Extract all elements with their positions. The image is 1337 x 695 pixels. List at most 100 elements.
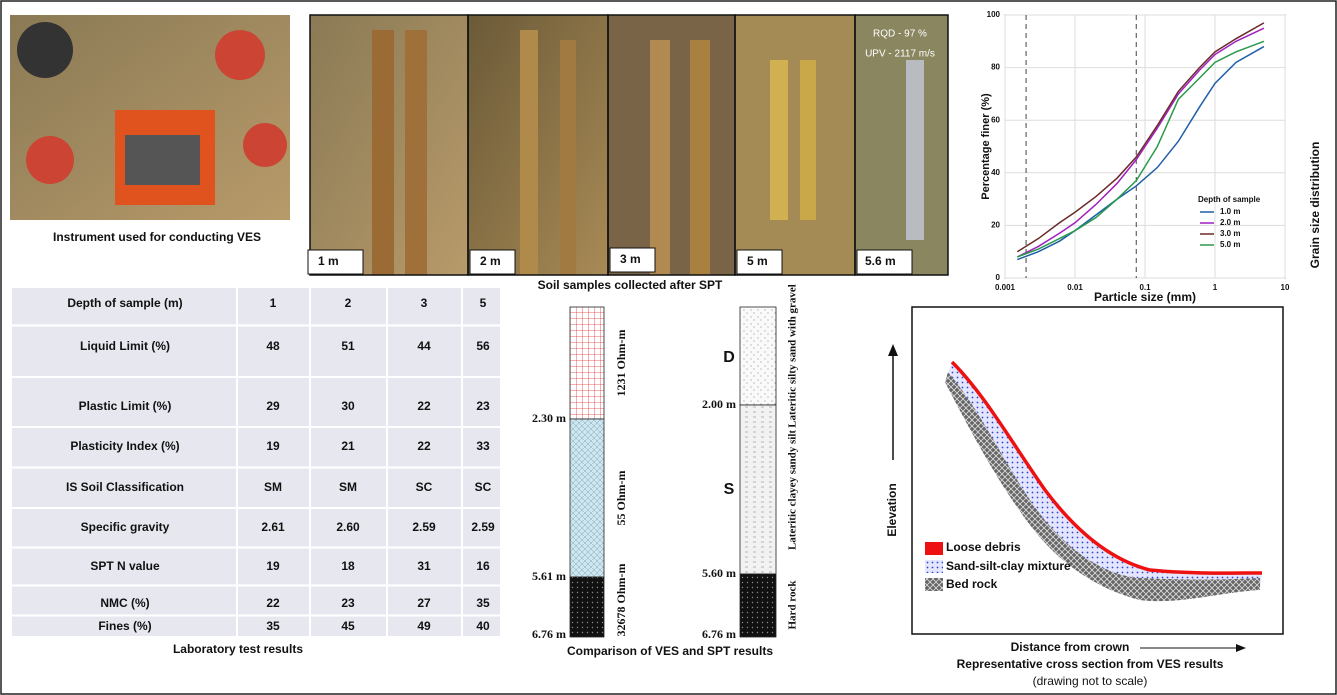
table-cell: 44 [417,339,431,353]
table-cell: SM [339,480,357,494]
table-cell: 5 [480,296,487,310]
table-caption: Laboratory test results [173,642,303,656]
depth-label: 3 m [620,252,641,266]
table-cell: 27 [417,596,431,610]
spt-description: Hard rock [787,580,799,630]
table-cell: SC [416,480,433,494]
ves-depth: 2.30 m [532,411,566,425]
legend-entry: 3.0 m [1220,229,1240,238]
instrument-photo [10,15,290,220]
y-tick-label: 0 [996,273,1001,282]
x-tick-label: 0.01 [1067,283,1083,292]
table-cell: 56 [476,339,490,353]
table-cell: 30 [341,399,355,413]
table-cell: 16 [476,559,490,573]
table-cell: 40 [476,619,490,633]
x-tick-label: 1 [1213,283,1218,292]
y-tick-label: 100 [987,10,1001,19]
x-tick-label: 10 [1281,283,1290,292]
table-cell: 23 [476,399,490,413]
table-cell: 33 [476,439,490,453]
table-cell: 2.59 [471,520,495,534]
ves-depth: 6.76 m [532,627,566,641]
spt-depth: 6.76 m [702,627,736,641]
y-axis-label: Elevation [885,483,899,536]
table-cell: Specific gravity [81,520,170,534]
ves-depth: 5.61 m [532,569,566,583]
spt-description: Lateritic clayey sandy silt [787,430,799,550]
table-cell: 2.61 [261,520,285,534]
depth-label: 1 m [318,254,339,268]
table-cell: IS Soil Classification [66,480,184,494]
y-tick-label: 20 [991,221,1000,230]
table-cell: 19 [266,559,280,573]
table-cell: SM [264,480,282,494]
legend-entry: 1.0 m [1220,207,1240,216]
table-cell: 23 [341,596,355,610]
ves-resistivity: 32678 Ohm-m [614,564,628,637]
legend-entry: 2.0 m [1220,218,1240,227]
table-cell: 22 [417,439,431,453]
depth-label: 2 m [480,254,501,268]
legend-entry: Sand-silt-clay mixture [946,559,1071,573]
table-cell: 21 [341,439,355,453]
photo-annotation: RQD - 97 % [873,29,927,40]
table-cell: 2.59 [412,520,436,534]
legend-title: Depth of sample [1198,195,1261,204]
soil-caption: Soil samples collected after SPT [538,278,723,292]
table-cell: 51 [341,339,355,353]
spt-letter: D [723,349,735,366]
table-cell: Fines (%) [98,619,151,633]
ves-spt-caption: Comparison of VES and SPT results [567,644,773,658]
depth-label: 5 m [747,254,768,268]
spt-depth: 2.00 m [702,397,736,411]
legend-entry: Loose debris [946,540,1021,554]
x-axis-label: Particle size (mm) [1094,290,1196,304]
spt-depth: 5.60 m [702,566,736,580]
spt-letter: S [724,481,735,498]
table-cell: SC [475,480,492,494]
cross-section-note: (drawing not to scale) [1033,674,1148,688]
y-tick-label: 80 [991,63,1000,72]
table-cell: NMC (%) [100,596,149,610]
legend-entry: Bed rock [946,577,998,591]
table-cell: SPT N value [90,559,160,573]
ves-resistivity: 1231 Ohm-m [614,330,628,397]
depth-label: 5.6 m [865,254,896,268]
table-cell: 45 [341,619,355,633]
spt-description: Lateritic silty sand with gravel [787,284,799,428]
legend-entry: 5.0 m [1220,240,1240,249]
instrument-caption: Instrument used for conducting VES [53,230,261,244]
table-cell: 31 [417,559,431,573]
x-tick-label: 0.001 [995,283,1016,292]
photo-annotation: UPV - 2117 m/s [865,49,935,60]
table-cell: Plastic Limit (%) [79,399,172,413]
table-cell: 35 [266,619,280,633]
table-cell: 35 [476,596,490,610]
table-cell: 22 [417,399,431,413]
table-cell: Depth of sample (m) [67,296,182,310]
table-cell: 18 [341,559,355,573]
x-axis-label: Distance from crown [1011,640,1130,654]
y-tick-label: 60 [991,115,1000,124]
cross-section-caption: Representative cross section from VES re… [957,657,1224,671]
table-cell: 2 [345,296,352,310]
table-cell: Plasticity Index (%) [70,439,179,453]
table-cell: Liquid Limit (%) [80,339,170,353]
table-cell: 22 [266,596,280,610]
ves-resistivity: 55 Ohm-m [614,471,628,526]
spt-column [740,307,776,637]
table-cell: 2.60 [336,520,360,534]
table-cell: 3 [421,296,428,310]
y-axis-label: Percentage finer (%) [980,93,992,200]
table-cell: 49 [417,619,431,633]
table-cell: 1 [270,296,277,310]
chart-title: Grain size distribution [1308,142,1322,269]
ves-column [570,307,604,637]
y-tick-label: 40 [991,168,1000,177]
table-cell: 19 [266,439,280,453]
table-cell: 29 [266,399,280,413]
soil-photos [308,15,948,275]
table-cell: 48 [266,339,280,353]
